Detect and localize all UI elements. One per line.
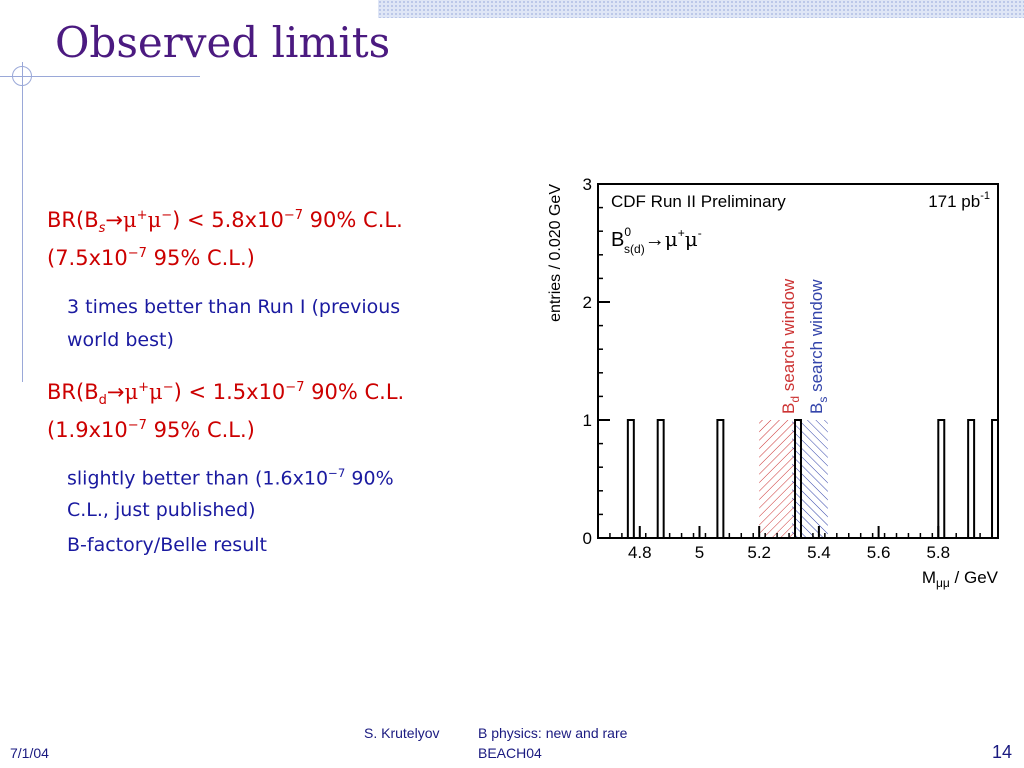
luminosity-label: 171 pb-1: [928, 190, 990, 211]
search-windows: [759, 420, 828, 538]
decorative-line-horizontal: [0, 76, 200, 77]
plot-frame: [597, 183, 999, 539]
footer-page-number: 14: [992, 742, 1013, 762]
axis-labels: entries / 0.020 GeV Mμμ / GeV: [547, 184, 999, 590]
decorative-line-vertical: [22, 62, 23, 382]
histogram-bar: [626, 419, 635, 539]
chart-header: CDF Run II Preliminary: [611, 192, 786, 211]
window-label-bs: Bs search window: [807, 279, 830, 414]
y-tick-label: 1: [583, 411, 592, 430]
decorative-circle: [12, 66, 32, 86]
y-tick-label: 3: [583, 175, 592, 194]
sub-bullet-run1-line1: 3 times better than Run I (previous: [67, 296, 401, 318]
top-decorative-band: [378, 0, 1024, 18]
bullet-bs-limit: BR(Bs→μ+μ−) < 5.8x10−7 90% C.L.: [47, 208, 403, 237]
footer-author: S. Krutelyov: [364, 725, 440, 741]
sub-bullet-belle-line3: B-factory/Belle result: [67, 534, 267, 556]
y-tick-label: 0: [583, 529, 592, 548]
bullet-bd-limit: BR(Bd→μ+μ−) < 1.5x10−7 90% C.L.: [47, 380, 405, 409]
y-axis-label: entries / 0.020 GeV: [547, 184, 564, 322]
histogram-bar: [656, 419, 665, 539]
sub-bullet-belle-line2: C.L., just published): [67, 499, 256, 521]
mumu-mass-histogram: 4.8 5 5.2 5.4 5.6 5.8 0 1 2 3 entries / 0.020 GeV…: [547, 175, 999, 590]
footer-event: BEACH04: [478, 745, 542, 761]
histogram-bar: [937, 419, 946, 539]
bullet-bs-limit-95cl: (7.5x10−7 95% C.L.): [47, 246, 255, 270]
x-axis-label: Mμμ / GeV: [922, 568, 999, 590]
x-tick-label: 5.2: [747, 543, 771, 562]
x-tick-label: 5.6: [867, 543, 891, 562]
sub-bullet-run1-line2: world best): [67, 329, 174, 351]
slide-title: Observed limits: [55, 18, 391, 67]
search-window-bs: [792, 420, 828, 538]
x-tick-label: 5.4: [807, 543, 831, 562]
bullet-bd-limit-95cl: (1.9x10−7 95% C.L.): [47, 418, 255, 442]
x-tick-label: 5: [695, 543, 704, 562]
plot-annotations: CDF Run II Preliminary 171 pb-1 B0 s(d)→μ+μ…: [611, 190, 990, 414]
axis-ticks: 4.8 5 5.2 5.4 5.6 5.8 0 1 2 3: [583, 175, 993, 562]
x-tick-label: 5.8: [926, 543, 950, 562]
histogram-bar: [716, 419, 725, 539]
window-label-bd: Bd search window: [779, 278, 802, 414]
sub-bullet-belle-line1: slightly better than (1.6x10−7 90%: [67, 466, 394, 490]
footer-date: 7/1/04: [10, 745, 49, 761]
y-tick-label: 2: [583, 293, 592, 312]
decay-label: B0 s(d)→μ+μ-: [611, 225, 702, 256]
search-window-bd: [759, 420, 796, 538]
x-tick-label: 4.8: [628, 543, 652, 562]
histogram-bar: [967, 419, 976, 539]
footer-topic: B physics: new and rare: [478, 725, 628, 741]
